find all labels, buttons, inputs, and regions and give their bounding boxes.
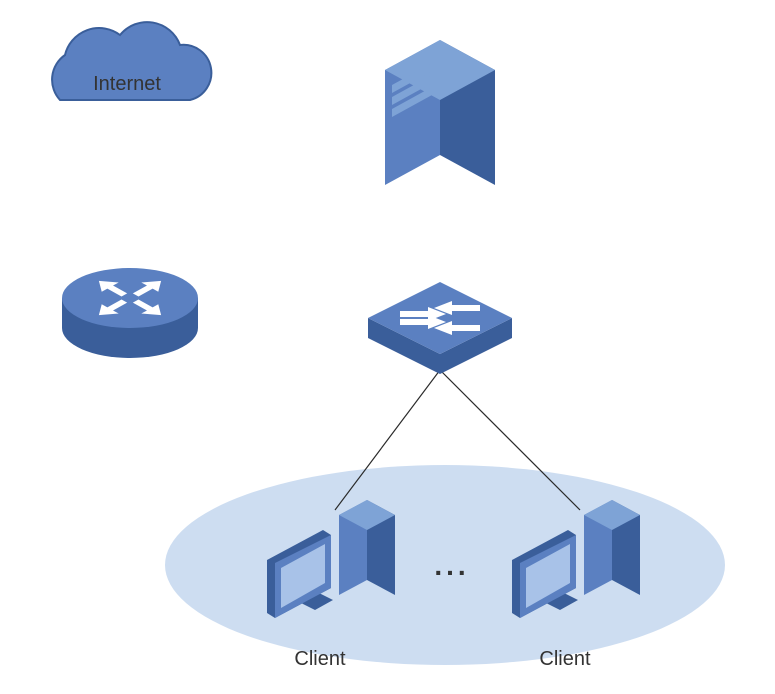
router-icon bbox=[62, 264, 198, 358]
client-label: Client bbox=[539, 648, 591, 670]
internet-cloud-label: Internet bbox=[93, 73, 161, 95]
internet-cloud-icon: Internet bbox=[52, 22, 211, 100]
clients-ellipsis: ... bbox=[434, 550, 469, 581]
server-icon bbox=[385, 40, 495, 185]
switch-icon bbox=[368, 282, 512, 374]
client-label: Client bbox=[294, 648, 346, 670]
network-diagram: Internet bbox=[0, 0, 775, 694]
